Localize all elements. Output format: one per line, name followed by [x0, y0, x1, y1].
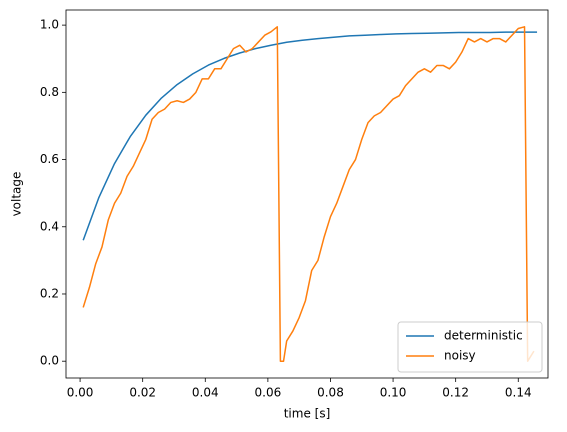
x-tick-label: 0.02: [129, 386, 156, 400]
x-tick-label: 0.14: [505, 386, 532, 400]
plot-frame: [65, 9, 549, 379]
y-tick-label: 0.2: [40, 286, 59, 300]
legend-label: deterministic: [444, 329, 523, 343]
x-tick-label: 0.00: [67, 386, 94, 400]
legend-box: [397, 321, 543, 373]
line-series: [82, 26, 535, 362]
x-tick-label: 0.06: [255, 386, 282, 400]
y-axis-label: voltage: [10, 172, 24, 217]
y-tick-label: 0.4: [40, 219, 59, 233]
y-tick-label: 1.0: [40, 18, 59, 32]
y-tick-label: 0.8: [40, 85, 59, 99]
x-tick-label: 0.10: [380, 386, 407, 400]
x-tick-label: 0.04: [192, 386, 219, 400]
y-tick-label: 0.6: [40, 152, 59, 166]
legend: deterministic noisy: [397, 321, 543, 373]
x-tick-label: 0.12: [442, 386, 469, 400]
x-tick-label: 0.08: [317, 386, 344, 400]
x-axis-label: time [s]: [284, 407, 331, 421]
line-series: [82, 31, 538, 241]
y-tick-label: 0.0: [40, 354, 59, 368]
legend-label: noisy: [444, 349, 476, 363]
